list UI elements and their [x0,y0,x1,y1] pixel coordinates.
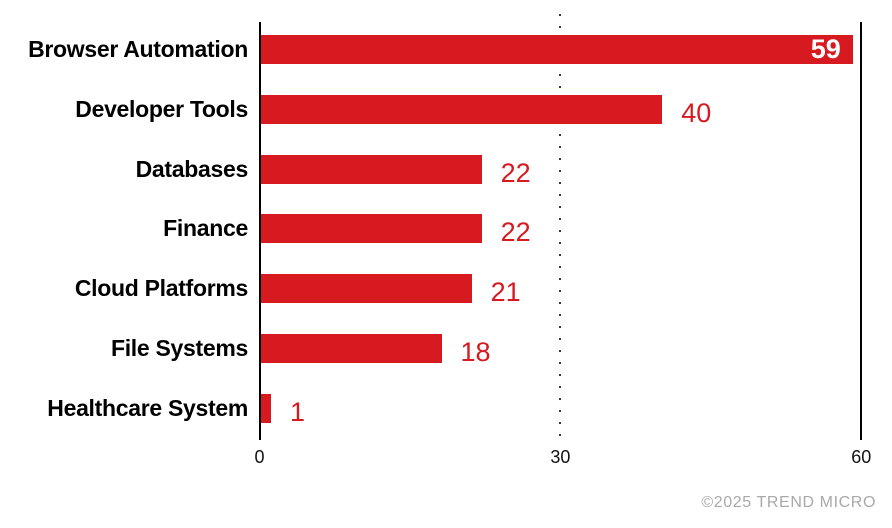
value-label: 21 [490,277,521,307]
bar [261,274,472,303]
bar: 59 [261,35,853,64]
category-label: Cloud Platforms [74,275,248,301]
gridline-0 [258,22,261,440]
copyright-text: ©2025 TREND MICRO [701,494,876,511]
value-label: 22 [500,158,531,188]
gridline-30 [559,14,562,440]
x-tick-label: 60 [851,447,872,467]
value-label: 18 [460,337,491,367]
value-label: 22 [500,217,531,247]
x-tick-label: 30 [550,447,571,467]
category-label: Finance [163,215,248,241]
bar [261,394,272,423]
category-label: Databases [135,156,249,182]
gridline-60 [860,22,863,440]
category-label: File Systems [110,335,248,361]
bar [261,155,482,184]
bar [261,95,663,124]
category-label: Developer Tools [75,96,248,122]
x-tick-label: 0 [254,447,265,467]
value-label: 1 [290,397,306,427]
bar [261,334,442,363]
value-label: 59 [810,34,841,64]
category-label: Browser Automation [28,36,248,62]
bar [261,214,482,243]
category-label: Healthcare System [47,395,248,421]
value-label: 40 [681,98,712,128]
